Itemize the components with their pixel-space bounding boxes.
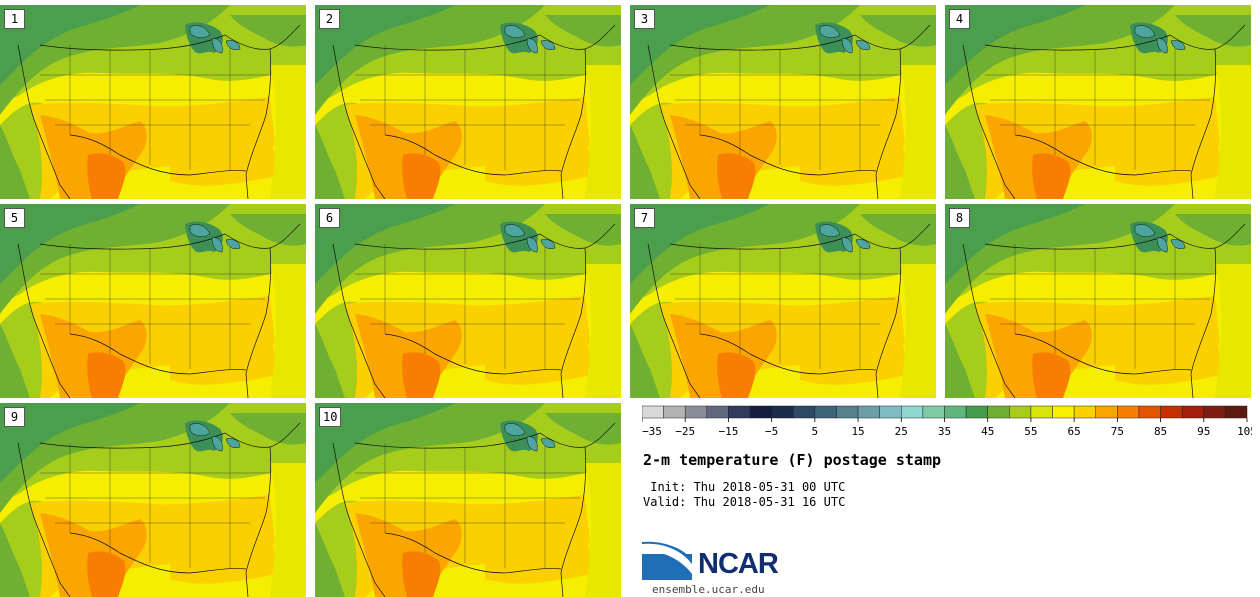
temperature-map bbox=[945, 5, 1251, 199]
legend-swatch bbox=[1030, 405, 1053, 419]
temperature-map bbox=[630, 204, 936, 398]
legend-swatch bbox=[1052, 405, 1075, 419]
legend-swatch bbox=[1160, 405, 1183, 419]
legend-swatch bbox=[1225, 405, 1248, 419]
panel-number-label: 8 bbox=[949, 208, 970, 228]
legend-swatch bbox=[684, 405, 708, 419]
ncar-logo-icon bbox=[642, 541, 692, 580]
legend-swatch bbox=[857, 405, 880, 419]
temperature-map bbox=[0, 5, 306, 199]
logo-url: ensemble.ucar.edu bbox=[652, 583, 765, 596]
temperature-map bbox=[315, 204, 621, 398]
legend-swatch bbox=[1203, 405, 1226, 419]
legend-swatch bbox=[771, 405, 794, 419]
map-panel-1[interactable]: 1 bbox=[0, 5, 306, 199]
temperature-map bbox=[945, 204, 1251, 398]
legend-label: 75 bbox=[1111, 425, 1124, 438]
legend-swatch bbox=[663, 405, 686, 419]
panel-number-label: 7 bbox=[634, 208, 655, 228]
legend-label: 5 bbox=[812, 425, 819, 438]
legend-swatch bbox=[1138, 405, 1161, 419]
legend-label: 15 bbox=[851, 425, 864, 438]
valid-time: Valid: Thu 2018-05-31 16 UTC bbox=[643, 495, 846, 509]
chart-title: 2-m temperature (F) postage stamp bbox=[643, 451, 942, 469]
legend-label: −5 bbox=[765, 425, 778, 438]
legend-swatch bbox=[1095, 405, 1118, 419]
panel-number-label: 5 bbox=[4, 208, 25, 228]
map-panel-6[interactable]: 6 bbox=[315, 204, 621, 398]
panel-number-label: 6 bbox=[319, 208, 340, 228]
legend-swatch bbox=[965, 405, 988, 419]
legend-label: −15 bbox=[718, 425, 738, 438]
legend-label: 85 bbox=[1154, 425, 1167, 438]
legend-swatch bbox=[987, 405, 1010, 419]
legend-swatch bbox=[879, 405, 902, 419]
init-time: Init: Thu 2018-05-31 00 UTC bbox=[643, 480, 846, 494]
color-legend: −35−25−15−55152535455565758595105115 bbox=[642, 405, 1252, 438]
temperature-map bbox=[0, 204, 306, 398]
legend-swatch bbox=[944, 405, 967, 419]
panel-number-label: 4 bbox=[949, 9, 970, 29]
panel-number-label: 10 bbox=[319, 407, 342, 427]
temperature-map bbox=[0, 403, 306, 597]
legend-swatch bbox=[901, 405, 924, 419]
temperature-map bbox=[315, 5, 621, 199]
legend-label: −25 bbox=[675, 425, 695, 438]
map-panel-7[interactable]: 7 bbox=[630, 204, 936, 398]
temperature-map bbox=[630, 5, 936, 199]
legend-swatch bbox=[728, 405, 751, 419]
map-panel-5[interactable]: 5 bbox=[0, 204, 306, 398]
legend-swatch bbox=[836, 405, 859, 419]
legend-label: 45 bbox=[981, 425, 994, 438]
ncar-logo-text: NCAR bbox=[698, 548, 779, 580]
legend-label: 55 bbox=[1024, 425, 1037, 438]
legend-swatch bbox=[1117, 405, 1140, 419]
legend-swatch bbox=[814, 405, 837, 419]
map-panel-4[interactable]: 4 bbox=[945, 5, 1251, 199]
map-panel-2[interactable]: 2 bbox=[315, 5, 621, 199]
legend-swatch bbox=[793, 405, 816, 419]
legend-swatch bbox=[749, 405, 772, 419]
legend-swatch bbox=[922, 405, 945, 419]
legend-swatch bbox=[706, 405, 729, 419]
legend-label: 35 bbox=[938, 425, 951, 438]
map-panel-9[interactable]: 9 bbox=[0, 403, 306, 597]
panel-number-label: 2 bbox=[319, 9, 340, 29]
map-panel-8[interactable]: 8 bbox=[945, 204, 1251, 398]
legend-swatch bbox=[1073, 405, 1096, 419]
map-panel-3[interactable]: 3 bbox=[630, 5, 936, 199]
legend-swatch bbox=[642, 405, 664, 419]
legend-label: 105 bbox=[1237, 425, 1252, 438]
legend-label: 25 bbox=[895, 425, 908, 438]
legend-label: 95 bbox=[1197, 425, 1210, 438]
legend-swatch bbox=[1009, 405, 1032, 419]
temperature-map bbox=[315, 403, 621, 597]
panel-number-label: 1 bbox=[4, 9, 25, 29]
legend-label: −35 bbox=[642, 425, 662, 438]
legend-swatch bbox=[1181, 405, 1205, 419]
panel-number-label: 9 bbox=[4, 407, 25, 427]
map-panel-10[interactable]: 10 bbox=[315, 403, 621, 597]
legend-label: 65 bbox=[1068, 425, 1081, 438]
panel-number-label: 3 bbox=[634, 9, 655, 29]
